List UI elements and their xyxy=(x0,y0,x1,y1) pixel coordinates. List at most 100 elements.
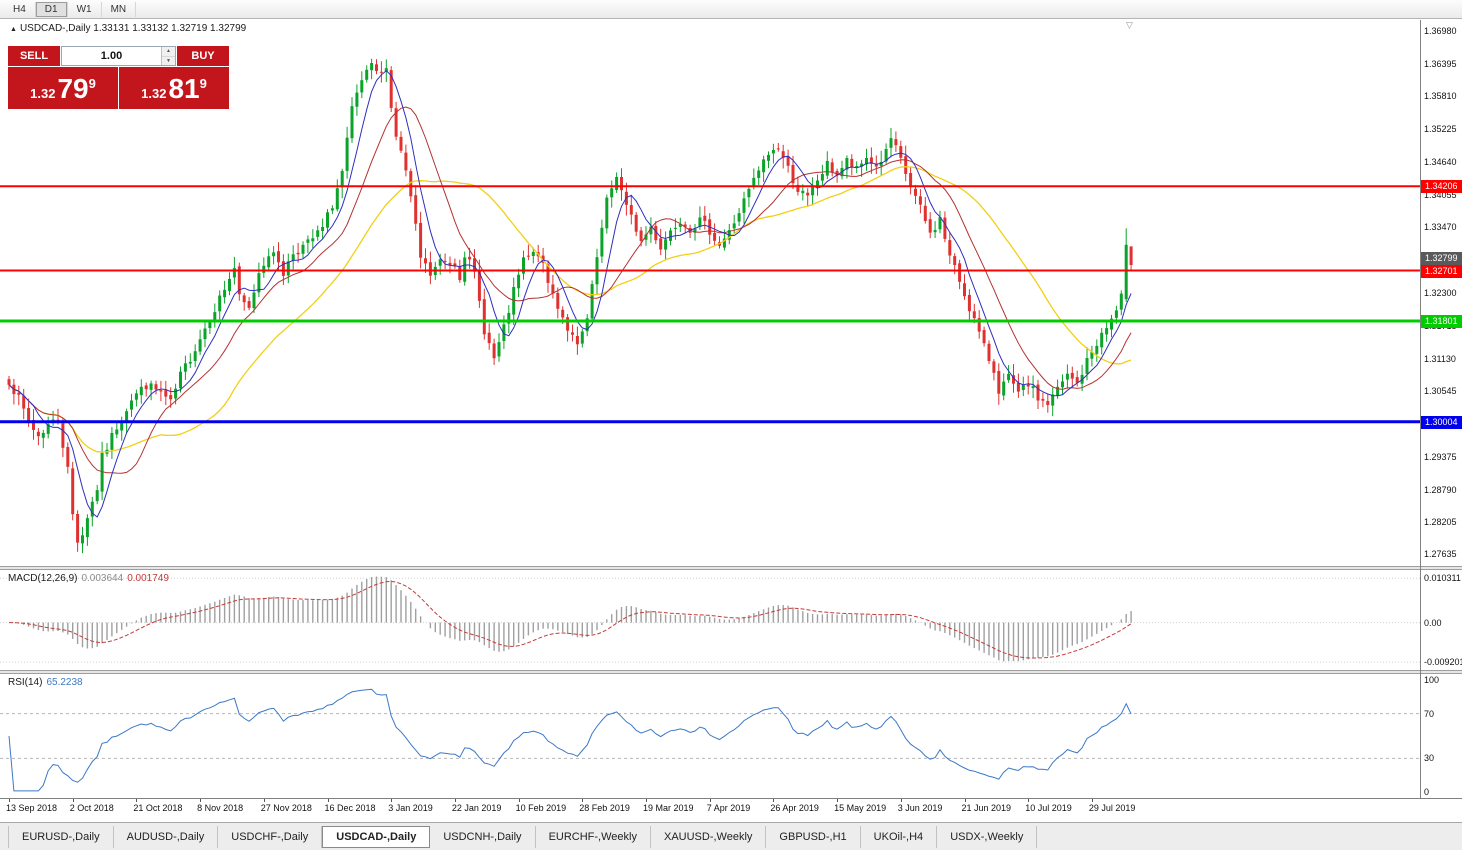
panel-splitter[interactable] xyxy=(0,566,1462,570)
sell-price-display[interactable]: 1.32 79 9 xyxy=(8,67,118,109)
one-click-trading-panel: SELL ▲ ▼ BUY 1.32 79 9 1.32 81 9 xyxy=(8,46,229,109)
sell-button[interactable]: SELL xyxy=(8,46,60,66)
time-axis-label: 8 Nov 2018 xyxy=(197,803,244,813)
time-axis-label: 3 Jun 2019 xyxy=(897,803,943,813)
chart-tab-xauusd-weekly[interactable]: XAUUSD-,Weekly xyxy=(651,825,767,848)
chart-title: ▲ USDCAD-,Daily 1.33131 1.33132 1.32719 1… xyxy=(10,23,246,34)
price-line-badge: 1.34206 xyxy=(1421,180,1462,194)
time-axis-label: 26 Apr 2019 xyxy=(770,803,819,813)
rsi-axis-label: 70 xyxy=(1424,708,1435,719)
price-axis-label: 1.34055 xyxy=(1424,189,1457,200)
time-axis-tick xyxy=(1091,799,1093,802)
macd-axis-label: 0.00 xyxy=(1424,617,1442,628)
price-axis-label: 1.35810 xyxy=(1424,91,1457,102)
rsi-axis-label: 30 xyxy=(1424,753,1435,764)
time-axis-tick xyxy=(1028,799,1030,802)
buy-button[interactable]: BUY xyxy=(177,46,229,66)
panel-splitter[interactable] xyxy=(0,670,1462,674)
main-chart[interactable] xyxy=(0,20,1421,566)
time-axis-tick xyxy=(646,799,647,802)
rsi-panel[interactable] xyxy=(0,674,1421,798)
time-axis-tick xyxy=(582,799,584,802)
macd-name: MACD(12,26,9) xyxy=(8,573,78,584)
time-axis-label: 2 Oct 2018 xyxy=(69,803,114,813)
sell-price-figure: 1.32 xyxy=(30,86,56,101)
time-axis-tick xyxy=(900,799,902,802)
chart-tab-bar: EURUSD-,Daily AUDUSD-,Daily USDCHF-,Daily U… xyxy=(0,822,1462,850)
chart-tab-audusd-daily[interactable]: AUDUSD-,Daily xyxy=(114,825,219,848)
macd-axis-label: 0.010311 xyxy=(1424,573,1461,584)
time-axis-label: 10 Jul 2019 xyxy=(1025,803,1072,813)
sell-price-pips: 79 xyxy=(57,73,89,104)
price-axis-label: 1.36980 xyxy=(1424,25,1457,36)
time-axis-tick xyxy=(518,799,520,802)
time-axis-tick xyxy=(72,799,74,802)
time-axis-tick xyxy=(200,799,202,802)
rsi-label: RSI(14) 65.2238 xyxy=(8,677,83,688)
volume-increase-icon[interactable]: ▲ xyxy=(162,47,175,57)
time-axis[interactable] xyxy=(0,798,1462,822)
price-axis-label: 1.28790 xyxy=(1424,484,1457,495)
timeframe-toolbar: H4 D1 W1 MN xyxy=(0,0,1462,19)
macd-value-1: 0.003644 xyxy=(81,573,124,584)
buy-price-figure: 1.32 xyxy=(141,86,167,101)
time-axis-tick xyxy=(837,799,839,802)
chart-tab-usdx-weekly[interactable]: USDX-,Weekly xyxy=(937,825,1038,848)
timeframe-button-mn[interactable]: MN xyxy=(102,1,137,17)
time-axis-tick xyxy=(454,799,456,802)
macd-axis-label: -0.009201 xyxy=(1424,657,1462,668)
macd-label: MACD(12,26,9) 0.003644 0.001749 xyxy=(8,573,169,584)
time-axis-tick xyxy=(263,799,265,802)
time-axis-label: 21 Jun 2019 xyxy=(961,803,1012,813)
time-axis-label: 19 Mar 2019 xyxy=(643,803,694,813)
timeframe-button-d1[interactable]: D1 xyxy=(35,1,68,17)
price-axis-label: 1.33470 xyxy=(1424,222,1457,233)
time-axis-label: 27 Nov 2018 xyxy=(260,803,312,813)
chart-tab-usdchf-daily[interactable]: USDCHF-,Daily xyxy=(218,825,323,848)
rsi-axis-label: 100 xyxy=(1424,675,1440,685)
chart-tab-usdcnh-daily[interactable]: USDCNH-,Daily xyxy=(430,825,536,848)
time-axis-tick xyxy=(327,799,329,802)
volume-input[interactable] xyxy=(62,47,161,65)
price-axis-label: 1.27635 xyxy=(1424,549,1457,560)
price-line-badge: 1.30004 xyxy=(1421,415,1462,429)
price-line-badge: 1.32701 xyxy=(1421,264,1462,278)
time-axis-label: 29 Jul 2019 xyxy=(1088,803,1136,813)
chart-tab-ukoil-h4[interactable]: UKOil-,H4 xyxy=(861,825,938,848)
rsi-axis-label: 0 xyxy=(1424,787,1430,797)
rsi-value: 65.2238 xyxy=(46,677,83,688)
time-axis-label: 3 Jan 2019 xyxy=(388,803,433,813)
price-line-badge: 1.31801 xyxy=(1421,314,1462,328)
time-axis-label: 16 Dec 2018 xyxy=(324,803,376,813)
chart-tab-usdcad-daily[interactable]: USDCAD-,Daily xyxy=(322,825,431,848)
price-axis-label: 1.30545 xyxy=(1424,386,1457,397)
chart-title-ohlc: 1.33131 1.33132 1.32719 1.32799 xyxy=(93,23,247,34)
time-axis-label: 7 Apr 2019 xyxy=(706,803,751,813)
price-axis-label: 1.29375 xyxy=(1424,451,1457,462)
time-axis-label: 28 Feb 2019 xyxy=(579,803,630,813)
time-axis-label: 21 Oct 2018 xyxy=(133,803,183,813)
time-axis-label: 15 May 2019 xyxy=(834,803,887,813)
chart-tab-eurchf-weekly[interactable]: EURCHF-,Weekly xyxy=(536,825,651,848)
buy-price-pips: 81 xyxy=(168,73,200,104)
timeframe-button-w1[interactable]: W1 xyxy=(68,1,102,17)
time-axis-tick xyxy=(964,799,966,802)
price-axis-label: 1.35225 xyxy=(1424,124,1457,135)
time-axis-tick xyxy=(709,799,711,802)
chart-tab-gbpusd-h1[interactable]: GBPUSD-,H1 xyxy=(766,825,861,848)
buy-price-display[interactable]: 1.32 81 9 xyxy=(119,67,229,109)
price-axis-label: 1.34640 xyxy=(1424,156,1457,167)
chart-title-symbol: USDCAD-,Daily xyxy=(19,23,91,34)
time-axis-tick xyxy=(391,799,393,802)
chart-tab-eurusd-daily[interactable]: EURUSD-,Daily xyxy=(8,825,114,848)
timeframe-button-h4[interactable]: H4 xyxy=(4,1,36,17)
volume-decrease-icon[interactable]: ▼ xyxy=(162,56,175,65)
chart-shift-marker-icon: ▽ xyxy=(1126,20,1133,30)
time-axis-label: 13 Sep 2018 xyxy=(6,803,58,813)
time-axis-tick xyxy=(9,799,10,802)
macd-panel[interactable] xyxy=(0,570,1421,670)
buy-price-pipette: 9 xyxy=(199,76,207,91)
price-axis-label: 1.32300 xyxy=(1424,288,1457,298)
price-axis-separator xyxy=(1420,20,1421,798)
